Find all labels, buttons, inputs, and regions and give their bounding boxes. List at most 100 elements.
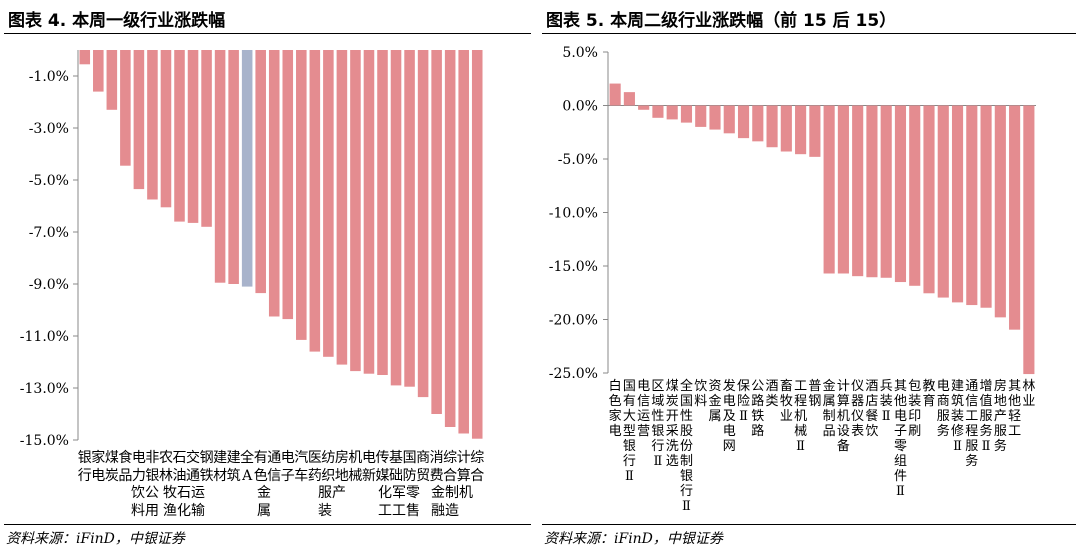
bar [147,50,158,200]
x-tick-label: 工 [1008,424,1021,439]
x-tick-label: 消 [430,450,444,466]
x-tick-label: Ⅱ [896,484,905,499]
source-rule [4,524,531,525]
x-tick-label: 股 [680,424,693,439]
x-tick-label-wrap: 料用 [131,503,159,519]
x-tick-label: 设 [837,424,850,439]
bar [255,50,266,294]
x-tick-label: 属 [823,394,836,409]
x-tick-label: 印 [908,409,921,424]
bar [363,50,375,374]
bar [752,105,764,142]
bar [951,105,964,303]
x-tick-label: 修 [951,424,964,439]
x-tick-label: 务 [980,423,993,439]
x-tick-label: 他 [1008,394,1021,409]
bar [709,105,721,130]
x-tick-label: 业 [1022,394,1035,409]
x-tick-label: 煤 [105,450,119,466]
x-tick-label: 采 [666,424,679,439]
bar [390,50,402,386]
x-tick-label: 药 [308,468,322,484]
x-tick-label: Ⅱ [739,409,748,424]
x-tick-label: 建 [227,450,241,466]
bar [852,105,864,277]
bar [923,105,935,294]
x-tick-label: 教 [922,378,935,394]
x-tick-label: 银 [651,424,664,439]
x-tick-label: 银 [145,468,159,484]
x-tick-label: 国 [680,394,693,409]
x-tick-label: 服 [965,439,978,454]
x-tick-label-wrap: 装 [318,503,332,519]
bar [377,50,388,375]
x-tick-label: 制 [823,409,836,424]
source-note: 资料来源：iFinD，中银证券 [6,531,185,547]
bar [309,50,321,352]
y-tick-label: -10.0% [549,206,598,222]
x-tick-label: 包 [908,379,921,394]
x-tick-label: 及 [723,409,736,424]
source-note: 资料来源：iFinD，中银证券 [544,531,723,547]
bar [809,105,821,157]
x-tick-label: 行 [78,468,92,484]
bar [214,50,226,283]
bar [417,50,429,398]
x-tick-label: 有 [623,394,636,409]
x-tick-label-wrap: 工工售 [378,503,420,519]
x-tick-label: 防 [403,468,417,484]
bar [1023,105,1035,375]
x-tick-label: 酒 [865,379,878,394]
bar [737,105,750,139]
x-tick-label: 洗 [666,439,679,454]
x-tick-label: 务 [937,423,950,439]
x-tick-label: A [241,468,253,484]
x-tick-label: 仪 [851,379,864,394]
x-tick-label: 他 [894,394,907,409]
industry-l1-bar-chart: -1.0% -3.0% -5.0% -7.0% -9.0% -11.0% -13.0% -15… [20,50,484,519]
x-tick-label: 织 [321,468,335,484]
x-tick-label: 服 [980,409,993,424]
x-tick-label: 房 [994,378,1007,394]
x-tick-label: Ⅱ [654,454,663,469]
x-tick-label: 计 [457,450,471,466]
x-tick-label: 非 [145,450,159,466]
bar [880,105,892,278]
x-tick-label: 通 [267,450,281,466]
x-tick-label: 建 [213,450,227,466]
bar [79,50,91,65]
x-tick-label: 食 [118,449,132,466]
bar [994,105,1006,318]
x-tick-label: 地 [994,394,1007,409]
x-tick-label: 国 [403,450,417,466]
x-tick-label: 表 [851,424,864,439]
x-tick-label: 农 [159,450,173,466]
bar [795,105,807,155]
x-tick-label: 石 [173,450,187,466]
x-tick-label: 育 [922,393,935,409]
y-tick-label: -20.0% [549,313,598,329]
x-tick-label: 新 [362,468,376,484]
x-tick-label: 电 [609,424,622,439]
y-tick-label: -7.0% [29,225,69,241]
x-tick-label: 服 [994,424,1007,439]
x-tick-label: 金 [823,378,836,394]
y-tick-label: -25.0% [549,366,598,382]
x-tick-label: 钢 [200,450,214,466]
x-tick-label: 组 [894,454,907,469]
x-tick-label-wrap: 金制机 [431,485,473,501]
x-tick-label: 色 [254,467,268,484]
x-tick-label: Ⅱ [953,439,962,454]
x-tick-label: 大 [623,409,636,424]
x-tick-label: 电 [132,450,146,466]
x-tick-label: 础 [389,468,403,484]
bar [638,105,650,110]
x-tick-label: 资 [708,379,721,394]
x-tick-label: 务 [965,453,978,469]
x-tick-label: 电 [937,379,950,394]
right-chart-panel: 图表 5. 本周二级行业涨跌幅（前 15 后 15） 5.0% 0.0% -5.0%… [538,0,1080,552]
x-tick-label: 性 [651,409,664,424]
x-tick-label: 色 [609,393,622,409]
x-tick-label: 电 [723,394,736,409]
x-tick-label: 份 [680,439,693,454]
